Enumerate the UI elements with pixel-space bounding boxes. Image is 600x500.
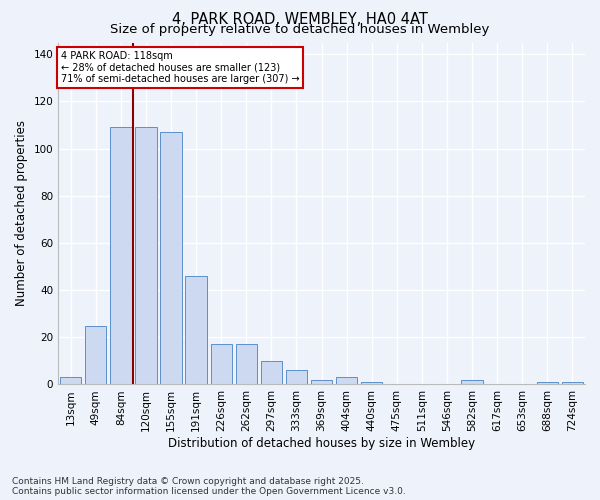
Bar: [136, 128, 157, 384]
Bar: [160, 132, 182, 384]
Bar: [185, 276, 207, 384]
Text: 4 PARK ROAD: 118sqm
← 28% of detached houses are smaller (123)
71% of semi-detac: 4 PARK ROAD: 118sqm ← 28% of detached ho…: [61, 51, 299, 84]
Bar: [261, 361, 282, 384]
X-axis label: Distribution of detached houses by size in Wembley: Distribution of detached houses by size …: [168, 437, 475, 450]
Bar: [110, 128, 131, 384]
Bar: [537, 382, 558, 384]
Bar: [361, 382, 382, 384]
Bar: [211, 344, 232, 385]
Y-axis label: Number of detached properties: Number of detached properties: [15, 120, 28, 306]
Bar: [562, 382, 583, 384]
Text: Size of property relative to detached houses in Wembley: Size of property relative to detached ho…: [110, 22, 490, 36]
Text: 4, PARK ROAD, WEMBLEY, HA0 4AT: 4, PARK ROAD, WEMBLEY, HA0 4AT: [172, 12, 428, 28]
Bar: [236, 344, 257, 385]
Bar: [311, 380, 332, 384]
Text: Contains HM Land Registry data © Crown copyright and database right 2025.
Contai: Contains HM Land Registry data © Crown c…: [12, 476, 406, 496]
Bar: [336, 378, 358, 384]
Bar: [60, 378, 82, 384]
Bar: [286, 370, 307, 384]
Bar: [85, 326, 106, 384]
Bar: [461, 380, 483, 384]
